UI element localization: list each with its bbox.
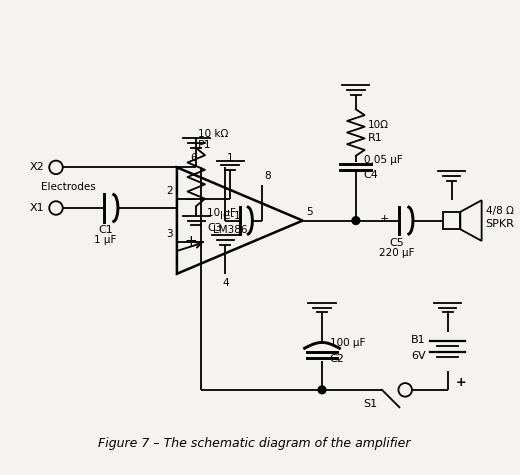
Text: IC-1: IC-1 bbox=[220, 211, 240, 221]
Text: 6V: 6V bbox=[411, 351, 426, 361]
Text: +: + bbox=[184, 234, 197, 249]
Text: Electrodes: Electrodes bbox=[42, 182, 96, 192]
Text: C1: C1 bbox=[98, 226, 113, 236]
Text: +: + bbox=[380, 214, 389, 224]
Text: 1 μF: 1 μF bbox=[94, 235, 116, 245]
Text: 4/8 Ω: 4/8 Ω bbox=[486, 206, 513, 216]
Text: P1: P1 bbox=[198, 140, 212, 150]
Text: LM386: LM386 bbox=[213, 225, 248, 235]
Text: 0.05 μF: 0.05 μF bbox=[363, 155, 402, 165]
Circle shape bbox=[318, 386, 326, 394]
Text: 3: 3 bbox=[166, 229, 173, 239]
Text: −: − bbox=[184, 192, 197, 207]
Text: 8: 8 bbox=[264, 171, 270, 181]
Text: 220 μF: 220 μF bbox=[379, 247, 414, 257]
Text: R1: R1 bbox=[368, 133, 382, 143]
Text: Figure 7 – The schematic diagram of the amplifier: Figure 7 – The schematic diagram of the … bbox=[98, 437, 411, 450]
Circle shape bbox=[398, 383, 412, 397]
Circle shape bbox=[352, 217, 360, 225]
Text: 2: 2 bbox=[166, 186, 173, 196]
Text: C2: C2 bbox=[330, 354, 345, 364]
Text: 5: 5 bbox=[306, 207, 313, 217]
Text: X2: X2 bbox=[30, 162, 44, 172]
Text: B1: B1 bbox=[411, 334, 426, 344]
Text: SPKR: SPKR bbox=[486, 219, 514, 229]
Text: C4: C4 bbox=[363, 170, 379, 180]
Text: X1: X1 bbox=[30, 203, 44, 213]
Text: S1: S1 bbox=[363, 399, 378, 409]
Text: C5: C5 bbox=[389, 238, 404, 248]
Text: +: + bbox=[456, 376, 466, 389]
Text: 1: 1 bbox=[227, 153, 234, 163]
Circle shape bbox=[49, 161, 63, 174]
Text: 10Ω: 10Ω bbox=[368, 120, 388, 130]
Text: 6: 6 bbox=[191, 153, 197, 163]
Text: 10 μF: 10 μF bbox=[207, 208, 236, 218]
Text: 100 μF: 100 μF bbox=[330, 338, 365, 349]
Text: 10 kΩ: 10 kΩ bbox=[198, 129, 229, 139]
Circle shape bbox=[49, 201, 63, 215]
Text: 4: 4 bbox=[222, 278, 229, 288]
Text: C3: C3 bbox=[207, 223, 222, 233]
Bar bbox=[443, 212, 460, 229]
